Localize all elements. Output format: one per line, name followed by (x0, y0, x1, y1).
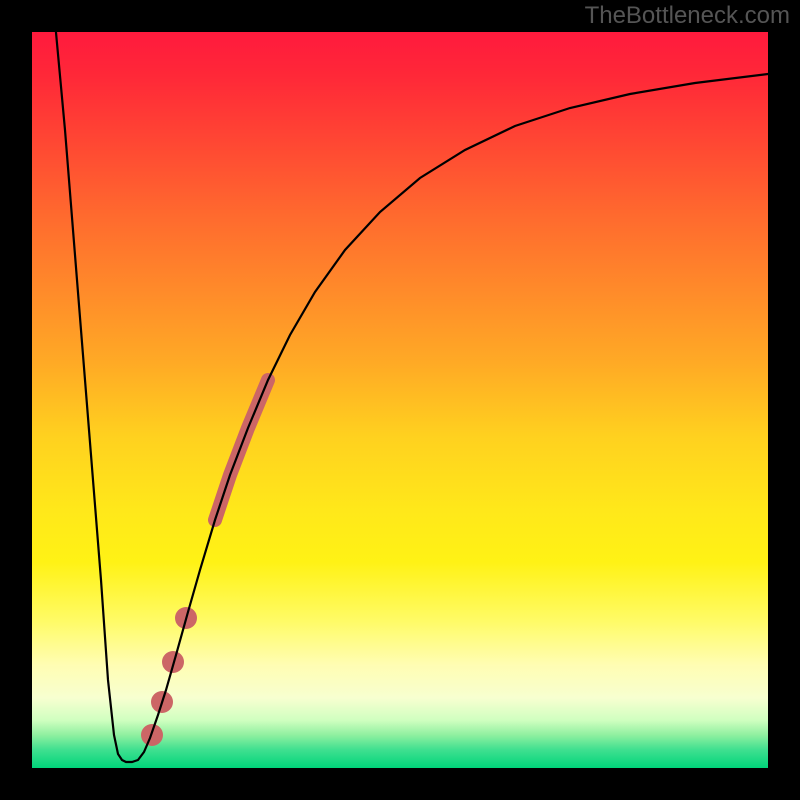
chart-svg (0, 0, 800, 800)
chart-container: { "watermark": "TheBottleneck.com", "can… (0, 0, 800, 800)
plot-background (32, 32, 768, 768)
watermark-text: TheBottleneck.com (585, 2, 790, 30)
